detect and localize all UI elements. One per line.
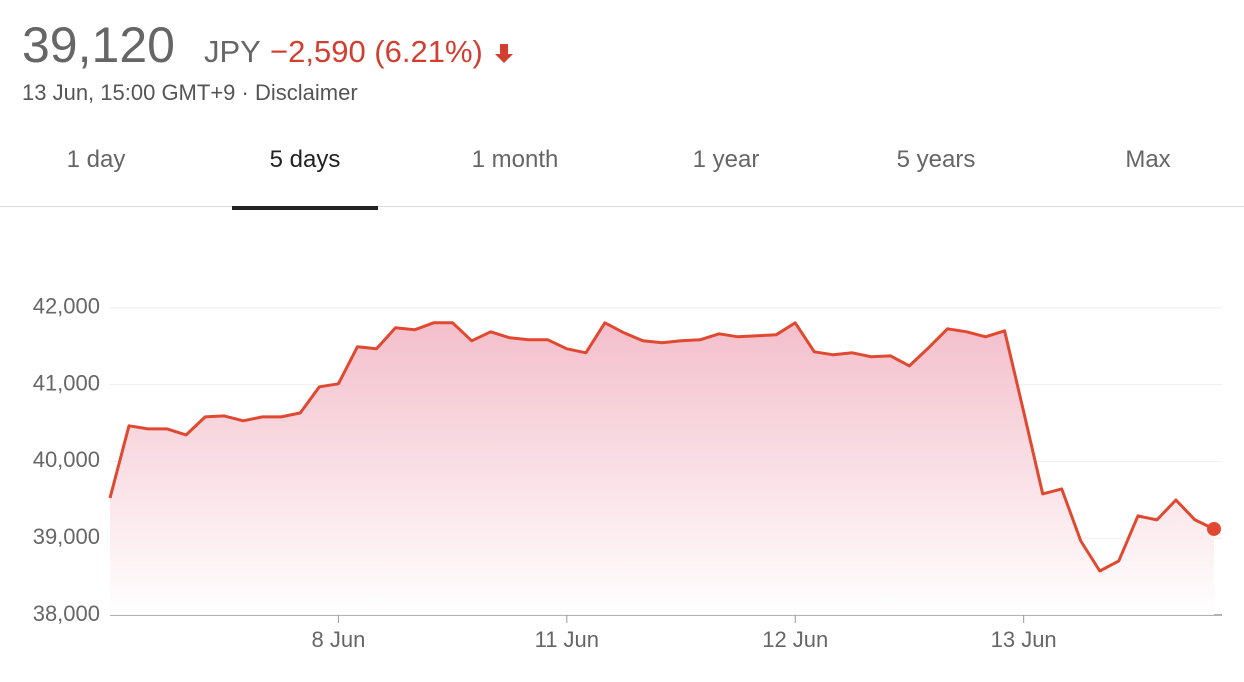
x-tick-label: 8 Jun <box>311 627 365 652</box>
separator: · <box>241 80 249 105</box>
tab[interactable]: 1 month <box>471 146 559 173</box>
price: 39,120 <box>22 17 175 73</box>
x-tick-label: 12 Jun <box>762 627 828 652</box>
end-marker <box>1207 521 1221 536</box>
price-line <box>108 321 1215 573</box>
down-arrow <box>495 43 514 63</box>
x-tick-label: 13 Jun <box>991 627 1057 652</box>
tab[interactable]: 5 days <box>269 146 341 173</box>
tab[interactable]: 1 year <box>692 146 760 173</box>
disclaimer-link[interactable]: Disclaimer <box>254 80 358 105</box>
tab[interactable]: 1 day <box>66 146 126 173</box>
timestamp: 13 Jun, 15:00 GMT+9 <box>22 80 236 105</box>
x-tick-label: 11 Jun <box>535 627 599 652</box>
y-tick-label: 40,000 <box>33 447 100 472</box>
y-tick-label: 39,000 <box>33 524 100 549</box>
currency: JPY <box>204 34 261 69</box>
subline: 13 Jun, 15:00 GMT+9 · Disclaimer <box>22 80 358 106</box>
price-change: −2,590 (6.21%) <box>270 34 517 70</box>
y-tick-label: 42,000 <box>33 294 100 319</box>
area-fill <box>110 322 1214 615</box>
active-tab-indicator <box>232 206 378 210</box>
divider <box>0 206 1244 207</box>
y-tick-label: 38,000 <box>33 601 100 626</box>
tab[interactable]: 5 years <box>896 146 976 173</box>
change-text: −2,590 (6.21%) <box>270 34 483 69</box>
y-tick-label: 41,000 <box>33 370 100 395</box>
tab[interactable]: Max <box>1125 146 1171 173</box>
